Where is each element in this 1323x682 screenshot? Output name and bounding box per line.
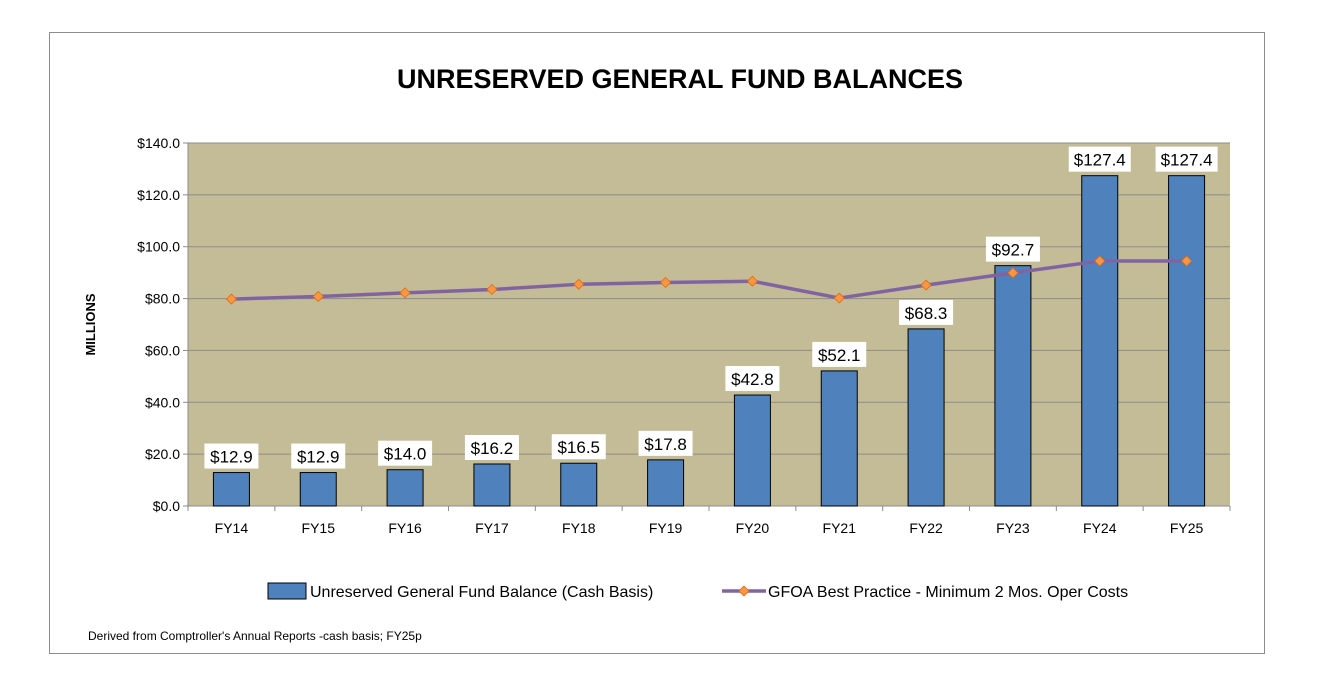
x-tick-label: FY21: [823, 520, 857, 536]
bar: [386, 469, 424, 507]
data-label: $52.1: [818, 346, 861, 365]
x-tick-label: FY20: [736, 520, 770, 536]
bar: [994, 265, 1032, 507]
bar: [299, 472, 337, 507]
data-label: $42.8: [731, 370, 774, 389]
y-tick-label: $140.0: [137, 135, 180, 151]
data-label-box: [899, 299, 954, 325]
x-tick-label: FY23: [996, 520, 1030, 536]
data-label-box: [1155, 146, 1218, 172]
data-label-box: [725, 366, 780, 392]
data-label: $12.9: [210, 448, 253, 467]
y-tick-label: $80.0: [145, 291, 180, 307]
source-note: Derived from Comptroller's Annual Report…: [88, 629, 422, 643]
line-series: [231, 259, 1187, 301]
y-axis-label: MILLIONS: [83, 293, 98, 355]
data-label-box: [291, 443, 346, 469]
x-tick-label: FY25: [1170, 520, 1204, 536]
x-tick-label: FY22: [909, 520, 943, 536]
x-tick-label: FY14: [215, 520, 249, 536]
legend-label-line: GFOA Best Practice - Minimum 2 Mos. Oper…: [768, 584, 1128, 601]
line-marker: [833, 292, 845, 304]
legend: Unreserved General Fund Balance (Cash Ba…: [267, 582, 1128, 601]
bar: [820, 370, 858, 507]
chart-frame: UNRESERVED GENERAL FUND BALANCES MILLION…: [49, 32, 1265, 654]
y-tick-label: $40.0: [145, 394, 180, 410]
data-label: $16.2: [471, 439, 514, 458]
line-marker: [746, 275, 758, 287]
line-marker: [573, 278, 585, 290]
data-label: $127.4: [1161, 151, 1213, 170]
plot-background: [188, 143, 1230, 506]
data-label-box: [378, 440, 433, 466]
x-tick-label: FY18: [562, 520, 596, 536]
data-label-box: [812, 341, 867, 367]
y-tick-label: $0.0: [153, 498, 180, 514]
data-label-box: [204, 443, 259, 469]
line-marker: [1181, 255, 1193, 267]
line-marker: [1094, 255, 1106, 267]
data-label-box: [638, 430, 693, 456]
plot-area: $0.0 $20.0 $40.0 $60.0 $80.0 $100.0 $120.0 $140…: [137, 135, 1231, 536]
bar: [733, 394, 771, 507]
data-label-box: [1068, 146, 1131, 172]
x-tick-label: FY15: [302, 520, 336, 536]
data-label-box: [985, 236, 1040, 262]
line-marker: [399, 287, 411, 299]
x-tick-label: FY19: [649, 520, 683, 536]
bar: [473, 463, 511, 507]
data-label: $92.7: [992, 241, 1035, 260]
data-label: $68.3: [905, 304, 948, 323]
legend-swatch-bars: [267, 582, 307, 600]
y-tick-label: $100.0: [137, 239, 180, 255]
bar: [560, 462, 598, 507]
legend-marker-line: [738, 585, 750, 597]
bar: [1081, 175, 1119, 507]
legend-label-bars: Unreserved General Fund Balance (Cash Ba…: [310, 584, 653, 601]
x-tick-label: FY16: [388, 520, 422, 536]
line-marker: [312, 290, 324, 303]
data-label: $17.8: [644, 435, 687, 454]
line-marker: [486, 283, 498, 296]
line-marker: [660, 276, 672, 289]
data-label: $127.4: [1074, 151, 1126, 170]
line-marker: [920, 279, 932, 291]
x-tick-label: FY17: [475, 520, 509, 536]
data-label: $12.9: [297, 448, 340, 467]
x-tick-label: FY24: [1083, 520, 1117, 536]
line-marker: [225, 293, 237, 305]
data-label: $16.5: [557, 438, 600, 457]
data-label-box: [551, 434, 606, 460]
y-tick-label: $60.0: [145, 342, 180, 358]
chart-svg: UNRESERVED GENERAL FUND BALANCES MILLION…: [83, 64, 1231, 643]
bar: [212, 472, 250, 507]
data-label: $14.0: [384, 445, 427, 464]
bar: [647, 459, 685, 507]
y-tick-label: $20.0: [145, 446, 180, 462]
bar: [1168, 175, 1206, 507]
line-marker: [1007, 267, 1019, 279]
chart-title: UNRESERVED GENERAL FUND BALANCES: [397, 64, 963, 94]
y-tick-label: $120.0: [137, 187, 180, 203]
data-label-box: [464, 434, 519, 460]
bar: [907, 328, 945, 507]
